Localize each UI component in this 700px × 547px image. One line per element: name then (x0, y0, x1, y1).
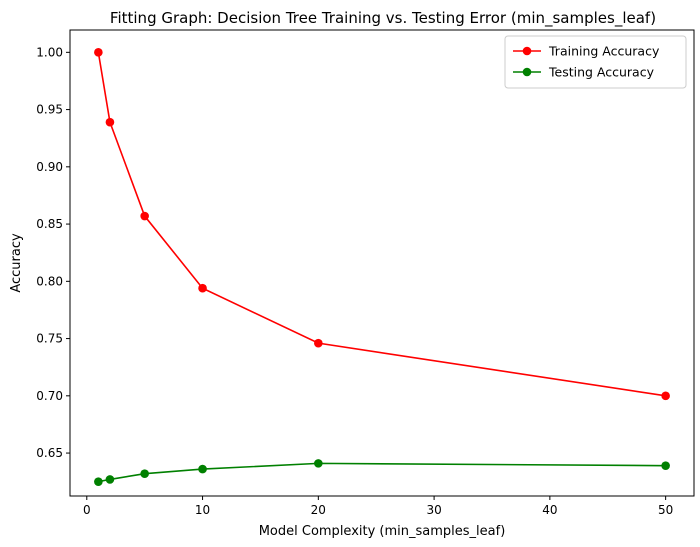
training-accuracy-line (97, 52, 666, 397)
plot-area (69, 29, 695, 497)
y-axis: 0.65 0.70 0.75 0.80 0.85 0.90 0.95 1.00 (36, 45, 70, 460)
training-accuracy-point (314, 338, 323, 348)
training-accuracy-point (661, 391, 670, 401)
x-axis-title: Model Complexity (min_samples_leaf) (259, 524, 506, 539)
x-tick-label: 10 (195, 503, 210, 517)
training-accuracy-point (198, 283, 207, 293)
legend: Training Accuracy Testing Accuracy (504, 35, 687, 89)
x-tick-label: 0 (83, 503, 91, 517)
testing-accuracy-point (105, 475, 115, 484)
chart-title: Fitting Graph: Decision Tree Training vs… (110, 9, 656, 28)
testing-accuracy-point (314, 459, 323, 468)
y-axis-title: Accuracy (9, 233, 24, 293)
legend-label-training-accuracy: Training Accuracy (548, 44, 660, 59)
y-tick-label: 0.90 (36, 160, 63, 174)
testing-accuracy-point (94, 477, 103, 486)
y-tick-label: 0.95 (36, 103, 63, 117)
training-accuracy-point (105, 117, 115, 127)
y-tick-label: 0.85 (36, 217, 63, 231)
testing-accuracy-line (98, 462, 666, 483)
testing-accuracy-point (140, 469, 149, 478)
testing-accuracy-point (198, 464, 207, 474)
x-tick-label: 50 (658, 503, 673, 517)
legend-marker-training-accuracy (522, 46, 532, 56)
y-tick-label: 0.70 (36, 389, 63, 403)
x-tick-label: 20 (311, 503, 326, 517)
training-accuracy-point (94, 48, 103, 57)
y-tick-label: 0.75 (36, 332, 63, 346)
x-axis: 0 10 20 30 40 50 (83, 496, 673, 517)
training-accuracy-point (140, 211, 149, 221)
y-tick-label: 0.80 (36, 274, 63, 288)
series-layer (94, 48, 670, 486)
legend-label-testing-accuracy: Testing Accuracy (548, 65, 655, 80)
legend-box (504, 35, 687, 89)
x-tick-label: 30 (426, 503, 441, 517)
y-tick-label: 0.65 (36, 446, 63, 460)
testing-accuracy-point (661, 461, 670, 470)
y-tick-label: 1.00 (36, 45, 63, 59)
x-tick-label: 40 (542, 503, 557, 517)
legend-marker-testing-accuracy (522, 67, 532, 77)
